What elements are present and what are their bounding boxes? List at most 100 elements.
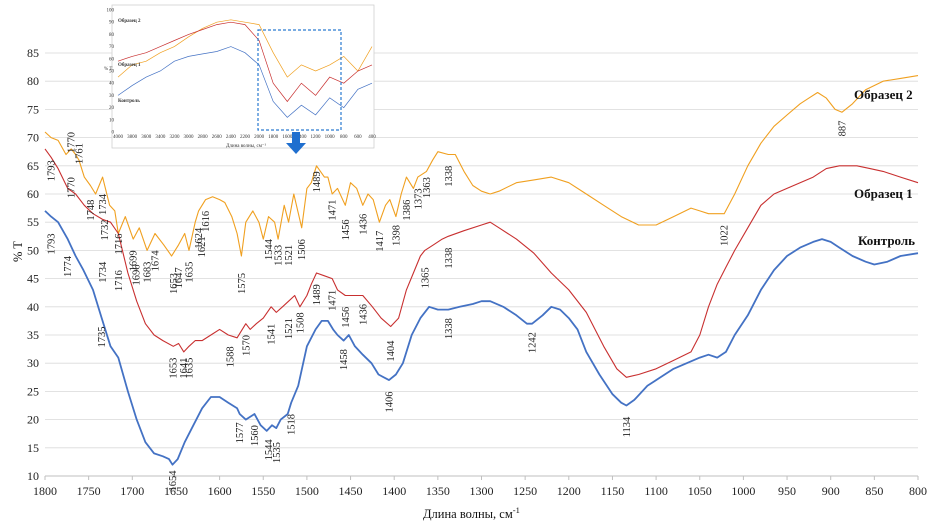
peak-label: 1365: [420, 267, 431, 288]
series-line-2: [44, 210, 919, 466]
peak-label: 1406: [385, 391, 396, 412]
series-lines: [44, 75, 919, 466]
peak-label: 1621: [197, 236, 208, 257]
y-tick-label: 75: [27, 102, 39, 116]
inset-x-tick: 1800: [268, 135, 279, 140]
inset-y-tick: 100: [107, 9, 115, 14]
inset-x-tick: 3400: [155, 135, 166, 140]
peak-label: 1363: [422, 177, 433, 198]
x-tick-label: 1550: [251, 484, 275, 498]
inset-y-tick: 70: [109, 45, 115, 50]
series-label: Образец 2: [854, 87, 913, 102]
y-tick-label: 70: [27, 131, 39, 145]
inset-y-tick: 20: [109, 106, 115, 111]
peak-label: 1134: [622, 416, 633, 437]
x-tick-label: 1050: [688, 484, 712, 498]
peak-label: 1699: [129, 250, 140, 271]
zoom-region-box: [257, 29, 342, 131]
peak-label: 1541: [267, 324, 278, 345]
x-tick-label: 900: [822, 484, 840, 498]
peak-label: 1635: [184, 358, 195, 379]
inset-x-tick: 400: [368, 135, 376, 140]
peak-label: 1456: [341, 307, 352, 328]
inset-x-tick: 2200: [240, 135, 251, 140]
inset-y-tick: 30: [109, 94, 115, 99]
x-tick-label: 1100: [644, 484, 668, 498]
peak-label: 1518: [287, 414, 298, 435]
y-tick-label: 20: [27, 413, 39, 427]
peak-label: 1734: [98, 193, 109, 215]
peak-label: 1674: [151, 250, 162, 272]
y-tick-label: 80: [27, 74, 39, 88]
y-tick-label: 10: [27, 469, 39, 483]
inset-y-tick: 50: [109, 70, 115, 75]
x-tick-label: 1650: [164, 484, 188, 498]
peak-label: 1506: [297, 239, 308, 260]
x-tick-label: 1750: [77, 484, 101, 498]
x-tick-label: 1450: [339, 484, 363, 498]
peak-label: 1521: [284, 245, 295, 266]
x-axis-label: Длина волны, см-1: [423, 505, 520, 521]
peak-label: 1022: [720, 225, 731, 246]
inset-x-tick: 2400: [226, 135, 237, 140]
x-tick-label: 1400: [382, 484, 406, 498]
x-tick-label: 1600: [208, 484, 232, 498]
peak-label: 1647: [174, 267, 185, 288]
inset-x-tick: 2000: [254, 135, 265, 140]
x-tick-label: 1000: [731, 484, 755, 498]
peak-label: 1398: [391, 225, 402, 246]
zoom-arrow-icon: [286, 132, 306, 154]
y-tick-label: 15: [27, 441, 39, 455]
inset-x-tick: 4000: [113, 135, 124, 140]
x-tick-label: 1500: [295, 484, 319, 498]
peak-label: 1577: [235, 422, 246, 443]
peak-label: 1456: [341, 219, 352, 240]
y-tick-label: 45: [27, 272, 39, 286]
x-tick-label: 800: [909, 484, 927, 498]
peak-label: 1508: [295, 312, 306, 333]
peak-label: 1338: [444, 318, 455, 339]
x-tick-label: 950: [778, 484, 796, 498]
inset-y-tick: 80: [109, 33, 115, 38]
peak-label: 1436: [358, 214, 369, 235]
y-axis-label: % T: [11, 241, 25, 262]
peak-label: 1793: [47, 160, 58, 181]
peak-label: 1748: [86, 200, 97, 221]
peak-label: 1653: [169, 358, 180, 379]
inset-frame: [111, 4, 375, 149]
inset-y-tick: 0: [112, 131, 115, 136]
peak-label: 1793: [47, 233, 58, 254]
inset-y-tick: 60: [109, 57, 115, 62]
x-tick-label: 1150: [601, 484, 625, 498]
inset-y-tick: 90: [109, 21, 115, 26]
inset-lines: [117, 19, 373, 118]
inset-x-tick: 3000: [184, 135, 195, 140]
inset-line-2: [117, 46, 373, 118]
peak-label: 1588: [226, 346, 237, 367]
y-tick-label: 60: [27, 187, 39, 201]
x-tick-label: 1250: [513, 484, 537, 498]
peak-label: 1535: [272, 442, 283, 463]
peak-label: 1533: [274, 245, 285, 266]
peak-label: 1653: [169, 273, 180, 294]
peak-label: 1544: [264, 439, 275, 461]
series-label: Контроль: [858, 233, 915, 248]
peak-label: 1338: [444, 248, 455, 269]
series-labels: Образец 2 Образец 1 Контроль: [854, 87, 915, 248]
x-tick-label: 1200: [557, 484, 581, 498]
inset-line-0: [117, 19, 373, 78]
inset-x-tick: 1600: [282, 135, 293, 140]
y-tick-label: 65: [27, 159, 39, 173]
peak-label: 887: [837, 121, 848, 137]
peak-label: 1734: [98, 261, 109, 283]
peak-label: 1575: [237, 273, 248, 294]
inset-y-label: % T: [104, 67, 112, 72]
peak-label: 1735: [97, 326, 108, 347]
peak-label: 1770: [67, 132, 78, 153]
peak-label: 1716: [114, 270, 125, 291]
inset-x-label: Длина волны, см⁻¹: [226, 143, 267, 149]
overview-inset: % T Длина волны, см⁻¹ 100908070605040302…: [104, 4, 377, 149]
